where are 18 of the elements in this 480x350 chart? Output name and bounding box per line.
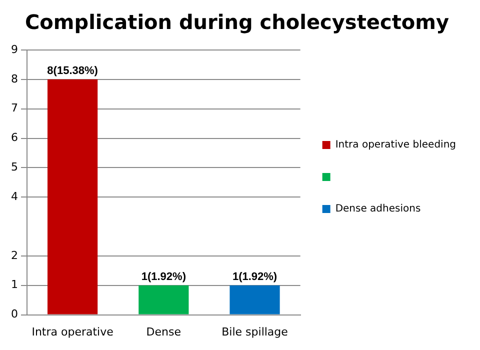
x-tick-label: Intra operative: [32, 325, 114, 338]
y-tick-label: 4: [11, 190, 18, 203]
x-tick-label: Bile spillage: [222, 325, 288, 338]
data-label: 8(15.38%): [47, 64, 98, 77]
data-label: 1(1.92%): [232, 270, 278, 283]
legend-label: Dense adhesions: [335, 204, 421, 215]
legend-label: Intra operative bleeding: [335, 140, 456, 151]
y-tick-label: 9: [11, 42, 18, 56]
y-tick-label: 5: [11, 160, 18, 174]
y-tick-label: 7: [11, 102, 18, 115]
y-tick-label: 2: [11, 248, 18, 262]
y-tick-label: 6: [11, 131, 18, 144]
y-tick-label: 8: [11, 72, 18, 86]
data-label: 1(1.92%): [141, 270, 186, 283]
y-tick-label: 1: [11, 278, 18, 292]
x-tick-label: Dense: [146, 325, 182, 338]
y-tick-label: 0: [11, 308, 18, 321]
chart-title: Complication during cholecystectomy: [25, 10, 449, 34]
